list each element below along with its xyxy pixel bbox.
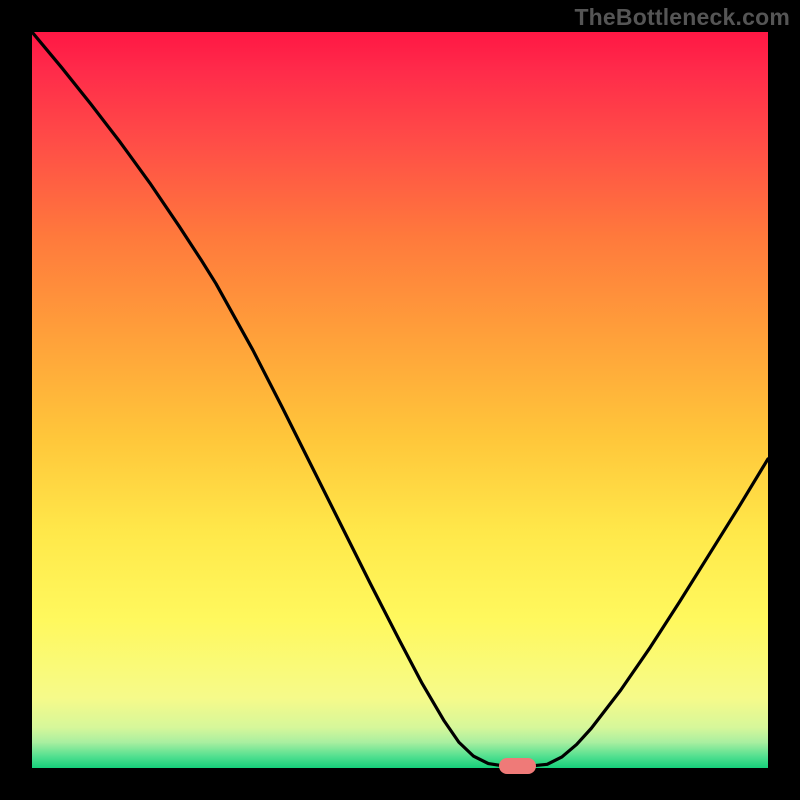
plot-svg (32, 32, 768, 768)
plot-area (32, 32, 768, 768)
gradient-background (32, 32, 768, 768)
chart-frame: TheBottleneck.com (0, 0, 800, 800)
watermark-text: TheBottleneck.com (574, 4, 790, 31)
optimal-marker (499, 758, 536, 774)
